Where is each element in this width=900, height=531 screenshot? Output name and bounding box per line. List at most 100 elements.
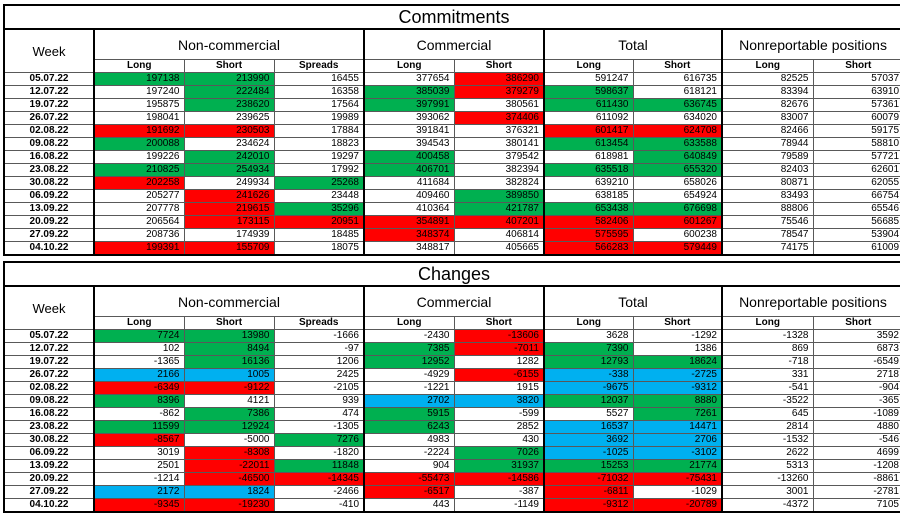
value-cell: -1820 — [273, 446, 365, 460]
group-header: Commercial — [363, 28, 545, 60]
value-cell: 380561 — [453, 98, 545, 112]
value-cell: -541 — [721, 381, 814, 395]
value-cell: 12924 — [183, 420, 275, 434]
table-row: 09.08.22 200088 234624 18823 394543 380141 613… — [3, 137, 900, 151]
value-cell: 210825 — [93, 163, 185, 177]
value-cell: 35296 — [273, 202, 365, 216]
value-cell: -7011 — [453, 342, 545, 356]
value-cell: 331 — [721, 368, 814, 382]
value-cell: -718 — [721, 355, 814, 369]
value-cell: 59175 — [812, 124, 900, 138]
value-cell: 2501 — [93, 459, 185, 473]
value-cell: 82676 — [721, 98, 814, 112]
value-cell: 1206 — [273, 355, 365, 369]
value-cell: 7390 — [543, 342, 634, 356]
value-cell: -546 — [812, 433, 900, 447]
value-cell: 6243 — [363, 420, 455, 434]
value-cell: 421787 — [453, 202, 545, 216]
table-row: 19.07.22 195875 238620 17564 397991 380561 611… — [3, 98, 900, 112]
value-cell: 382394 — [453, 163, 545, 177]
value-cell: 80871 — [721, 176, 814, 190]
value-cell: -6517 — [363, 485, 455, 499]
value-cell: 82466 — [721, 124, 814, 138]
table-row: 27.09.22 208736 174939 18485 348374 406814 575… — [3, 228, 900, 242]
value-cell: 25268 — [273, 176, 365, 190]
value-cell: 199226 — [93, 150, 185, 164]
value-cell: 406701 — [363, 163, 455, 177]
value-cell: -1221 — [363, 381, 455, 395]
value-cell: 7261 — [632, 407, 723, 421]
value-cell: 645 — [721, 407, 814, 421]
value-cell: 611430 — [543, 98, 634, 112]
value-cell: 14471 — [632, 420, 723, 434]
value-cell: 618981 — [543, 150, 634, 164]
value-cell: 155709 — [183, 241, 275, 256]
week-cell: 16.08.22 — [3, 150, 95, 164]
value-cell: 377654 — [363, 72, 455, 86]
table-row: 26.07.22 2166 1005 2425 -4929 -6155 -338 -2725 3… — [3, 368, 900, 382]
value-cell: 386290 — [453, 72, 545, 86]
value-cell: 173115 — [183, 215, 275, 229]
value-cell: 20951 — [273, 215, 365, 229]
value-cell: 640849 — [632, 150, 723, 164]
week-cell: 09.08.22 — [3, 137, 95, 151]
value-cell: 11848 — [273, 459, 365, 473]
table-row: 04.10.22 199391 155709 18075 348817 405665 566… — [3, 241, 900, 256]
value-cell: -9675 — [543, 381, 634, 395]
value-cell: 207778 — [93, 202, 185, 216]
week-header: Week — [3, 285, 95, 330]
value-cell: 638185 — [543, 189, 634, 203]
value-cell: 219615 — [183, 202, 275, 216]
value-cell: 2166 — [93, 368, 185, 382]
value-cell: 78944 — [721, 137, 814, 151]
column-subheader: Long — [93, 59, 185, 73]
value-cell: -1025 — [543, 446, 634, 460]
column-subheader: Long — [93, 316, 185, 330]
value-cell: -2430 — [363, 329, 455, 343]
value-cell: 598637 — [543, 85, 634, 99]
value-cell: -2224 — [363, 446, 455, 460]
value-cell: 566283 — [543, 241, 634, 256]
value-cell: 1282 — [453, 355, 545, 369]
value-cell: 16136 — [183, 355, 275, 369]
value-cell: 21774 — [632, 459, 723, 473]
value-cell: 635518 — [543, 163, 634, 177]
value-cell: 12793 — [543, 355, 634, 369]
value-cell: 60079 — [812, 111, 900, 125]
value-cell: 202258 — [93, 176, 185, 190]
value-cell: -1365 — [93, 355, 185, 369]
value-cell: 7026 — [453, 446, 545, 460]
value-cell: -4372 — [721, 498, 814, 513]
value-cell: 634020 — [632, 111, 723, 125]
group-header: Commercial — [363, 285, 545, 317]
week-cell: 04.10.22 — [3, 498, 95, 513]
week-cell: 20.09.22 — [3, 215, 95, 229]
week-cell: 23.08.22 — [3, 163, 95, 177]
table-row: 12.07.22 197240 222484 16358 385039 379279 598… — [3, 85, 900, 99]
value-cell: 400458 — [363, 150, 455, 164]
value-cell: 676698 — [632, 202, 723, 216]
value-cell: 393062 — [363, 111, 455, 125]
value-cell: 379279 — [453, 85, 545, 99]
week-cell: 13.09.22 — [3, 202, 95, 216]
week-cell: 02.08.22 — [3, 381, 95, 395]
value-cell: -1532 — [721, 433, 814, 447]
value-cell: 18823 — [273, 137, 365, 151]
value-cell: -338 — [543, 368, 634, 382]
value-cell: -1029 — [632, 485, 723, 499]
value-cell: 238620 — [183, 98, 275, 112]
group-header: Non-commercial — [93, 28, 365, 60]
week-cell: 05.07.22 — [3, 72, 95, 86]
value-cell: 82403 — [721, 163, 814, 177]
value-cell: 31937 — [453, 459, 545, 473]
value-cell: -3522 — [721, 394, 814, 408]
value-cell: -2725 — [632, 368, 723, 382]
value-cell: 397991 — [363, 98, 455, 112]
value-cell: -599 — [453, 407, 545, 421]
column-subheader: Long — [721, 59, 814, 73]
value-cell: 208736 — [93, 228, 185, 242]
table-title: Changes — [3, 261, 900, 287]
value-cell: 18485 — [273, 228, 365, 242]
value-cell: 199391 — [93, 241, 185, 256]
value-cell: -97 — [273, 342, 365, 356]
